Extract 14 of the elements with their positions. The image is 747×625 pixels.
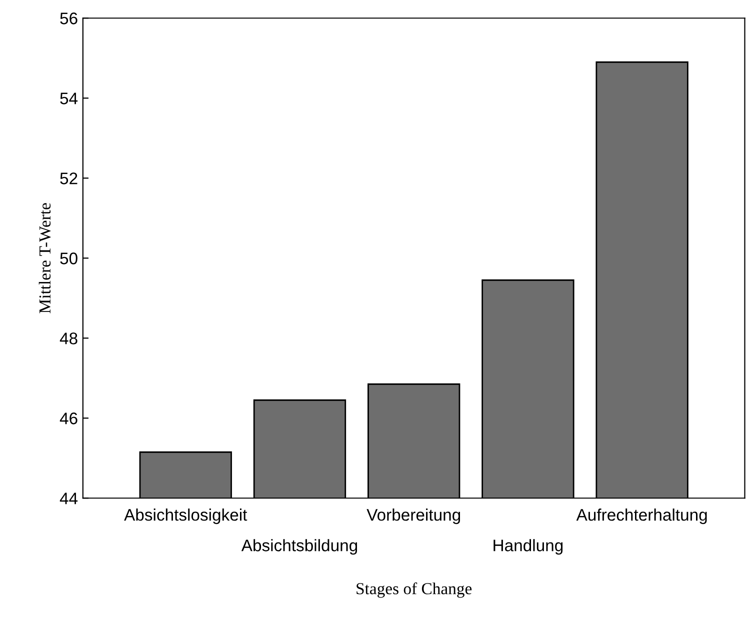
- y-tick-label: 48: [60, 332, 78, 344]
- x-tick-label: Vorbereitung: [366, 508, 460, 524]
- x-tick-label: Absichtsbildung: [241, 539, 358, 555]
- y-tick-label: 44: [60, 492, 78, 504]
- y-tick-label: 50: [60, 252, 78, 264]
- x-tick-label: Absichtslosigkeit: [124, 508, 248, 524]
- y-tick-label: 46: [60, 412, 78, 424]
- y-axis-title: Mittlere T-Werte: [38, 203, 51, 314]
- x-axis-title: Stages of Change: [356, 582, 472, 598]
- x-tick-label: Handlung: [494, 539, 563, 555]
- y-tick-label: 56: [60, 12, 78, 24]
- x-tick-label: Aufrechterhaltung: [576, 508, 707, 524]
- y-tick-label: 54: [60, 92, 78, 104]
- y-tick-label: 52: [60, 172, 78, 184]
